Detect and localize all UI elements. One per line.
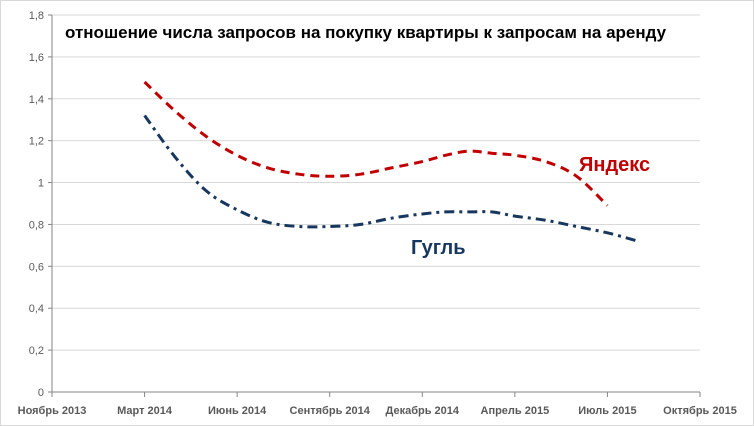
x-tick-label: Март 2014 [117, 405, 173, 417]
y-axis-ticks: 0 0,2 0,4 0,6 0,8 1 1,2 1,4 1,6 1,8 [29, 10, 52, 399]
series-line-google [143, 114, 639, 243]
series-label-google: Гугль [411, 237, 466, 259]
y-tick-label: 0,4 [29, 303, 44, 315]
x-tick-label: Июнь 2014 [208, 405, 267, 417]
y-tick-label: 0,6 [29, 261, 44, 273]
x-tick-label: Сентябрь 2014 [290, 405, 371, 417]
axes [51, 15, 700, 393]
x-tick-label: Октябрь 2015 [663, 405, 737, 417]
x-tick-label: Ноябрь 2013 [18, 405, 87, 417]
y-tick-label: 0,8 [29, 219, 44, 231]
series-label-yandex: Яндекс [579, 154, 650, 176]
x-tick-label: Декабрь 2014 [386, 405, 460, 417]
y-tick-label: 1,4 [29, 94, 44, 106]
x-tick-label: Июль 2015 [578, 405, 636, 417]
y-tick-label: 0 [38, 387, 44, 399]
series-lines [143, 80, 639, 243]
gridlines [52, 14, 700, 351]
x-axis-ticks: Ноябрь 2013 Март 2014 Июнь 2014 Сентябрь 20… [18, 392, 737, 417]
x-tick-label: Апрель 2015 [481, 405, 550, 417]
y-tick-label: 1,6 [29, 52, 44, 64]
y-tick-label: 0,2 [29, 345, 44, 357]
series-line-yandex [143, 80, 609, 207]
y-tick-label: 1 [38, 178, 44, 190]
y-tick-label: 1,2 [29, 136, 44, 148]
chart-title: отношение числа запросов на покупку квар… [65, 23, 667, 42]
y-tick-label: 1,8 [29, 10, 44, 22]
